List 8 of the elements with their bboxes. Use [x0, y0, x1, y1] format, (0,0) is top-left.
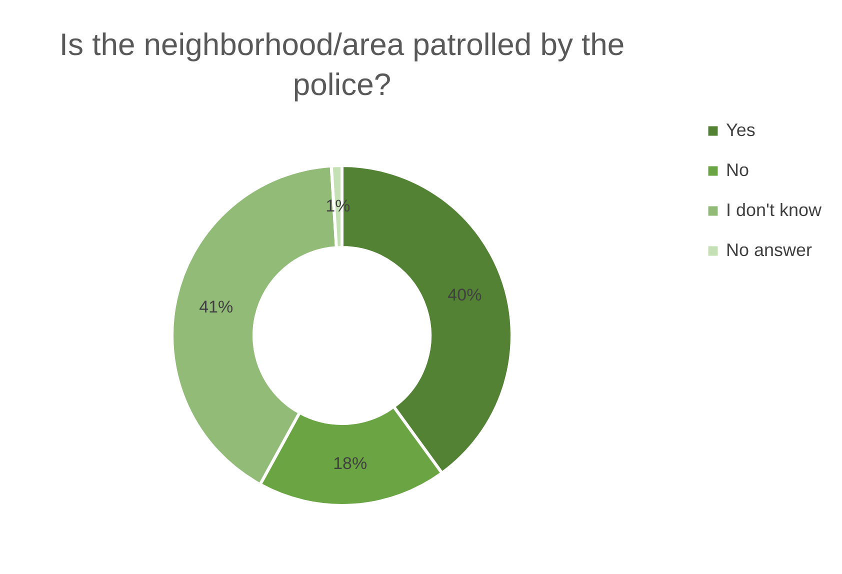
legend-label: No answer [726, 240, 812, 260]
data-label: 41% [199, 297, 234, 316]
data-label: 18% [333, 454, 368, 474]
legend-label: Yes [726, 120, 756, 140]
chart-title: Is the neighborhood/area patrolled by the police? [59, 27, 625, 102]
legend-label: I don't know [726, 200, 822, 220]
legend-label: No [726, 160, 750, 180]
data-label: 40% [448, 286, 482, 305]
